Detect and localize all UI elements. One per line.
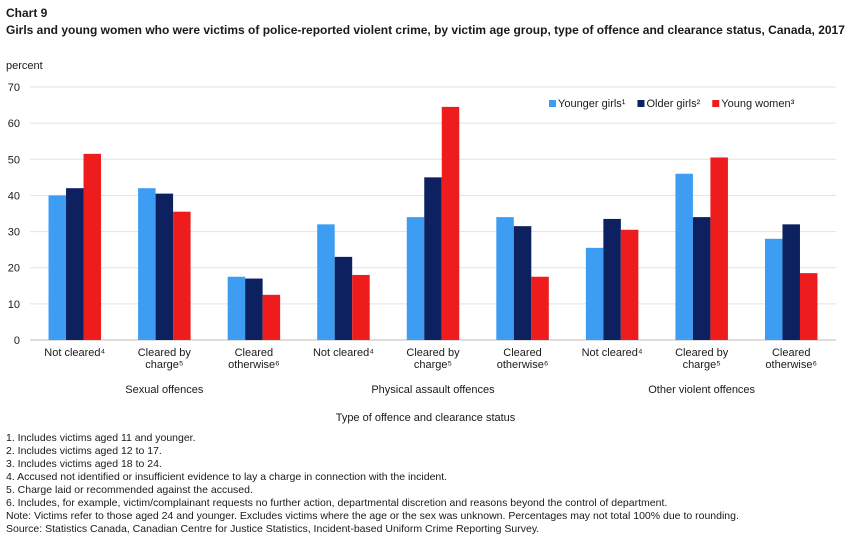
bar [424,177,442,340]
y-axis: 0 10 20 30 40 50 60 70 [8,82,20,347]
x-tick-label: charge⁵ [145,359,183,371]
chart-label: Chart 9 [6,6,48,20]
y-tick-label: 20 [8,263,20,275]
bar [513,226,532,340]
bar [138,188,156,340]
bar [66,188,84,340]
x-tick-label: Cleared by [138,347,192,359]
legend-swatch [712,100,720,107]
footnotes: 1. Includes victims aged 11 and younger.… [6,432,846,536]
y-tick-label: 0 [14,335,20,347]
x-tick-label: Not cleared⁴ [313,347,374,359]
bar [799,273,818,340]
x-tick-label: Cleared by [675,347,729,359]
legend-swatch [637,100,645,107]
bar [585,247,604,340]
bar [406,217,425,340]
x-tick-label: Cleared [235,347,274,359]
y-tick-label: 40 [8,190,20,202]
y-tick-label: 50 [8,154,20,166]
bar [262,294,281,340]
bar [692,217,711,340]
chart-title: Girls and young women who were victims o… [6,23,845,37]
bar [245,278,263,340]
footnote-2: 2. Includes victims aged 12 to 17. [6,445,162,457]
bar [317,224,335,340]
footnote-5: 5. Charge laid or recommended against th… [6,484,253,496]
x-tick-label: otherwise⁶ [765,359,817,371]
x-tick-label: Cleared by [406,347,460,359]
bar [227,276,246,340]
bar [531,276,549,340]
bar [441,106,460,340]
bar [48,195,67,340]
x-axis: Not cleared⁴ Cleared bycharge⁵Clearedothe… [44,347,817,396]
x-tick-label: charge⁵ [414,359,452,371]
bar [496,217,514,340]
x-tick-label: otherwise⁶ [497,359,549,371]
x-tick-label: charge⁵ [683,359,721,371]
x-tick-label: Not cleared⁴ [44,347,105,359]
bar [83,153,102,340]
footnote-4: 4. Accused not identified or insufficien… [6,471,448,483]
bar [334,256,353,340]
legend-label: Older girls² [646,98,700,110]
bar [352,274,370,340]
y-tick-label: 10 [8,299,20,311]
legend-label: Younger girls¹ [558,98,626,110]
x-tick-label: Not cleared⁴ [582,347,643,359]
y-axis-unit: percent [6,60,43,72]
legend-label: Young women³ [721,98,794,110]
x-tick-label: otherwise⁶ [228,359,280,371]
legend-swatch [549,100,556,107]
footnote-1: 1. Includes victims aged 11 and younger. [6,432,196,444]
x-tick-label: Cleared [772,347,811,359]
y-tick-label: 30 [8,227,20,239]
x-axis-title: Type of offence and clearance status [335,412,516,424]
legend: Younger girls¹ Older girls² Young women³ [549,98,795,110]
bar [620,229,639,340]
group-label: Physical assault offences [371,384,495,396]
bars [48,106,818,340]
bar [603,218,621,340]
bar [710,157,728,340]
footnote-6: 6. Includes, for example, victim/complai… [6,497,668,509]
bar [782,224,800,340]
group-label: Sexual offences [125,384,204,396]
bar [675,173,693,340]
y-tick-label: 70 [8,82,20,94]
y-tick-label: 60 [8,118,20,130]
source-text: Source: Statistics Canada, Canadian Cent… [6,523,540,535]
note-text: Note: Victims refer to those aged 24 and… [6,510,739,522]
group-label: Other violent offences [648,384,755,396]
bar [764,238,783,340]
footnote-3: 3. Includes victims aged 18 to 24. [6,458,162,470]
bar [173,211,191,340]
x-tick-label: Cleared [503,347,542,359]
bar [155,193,174,340]
